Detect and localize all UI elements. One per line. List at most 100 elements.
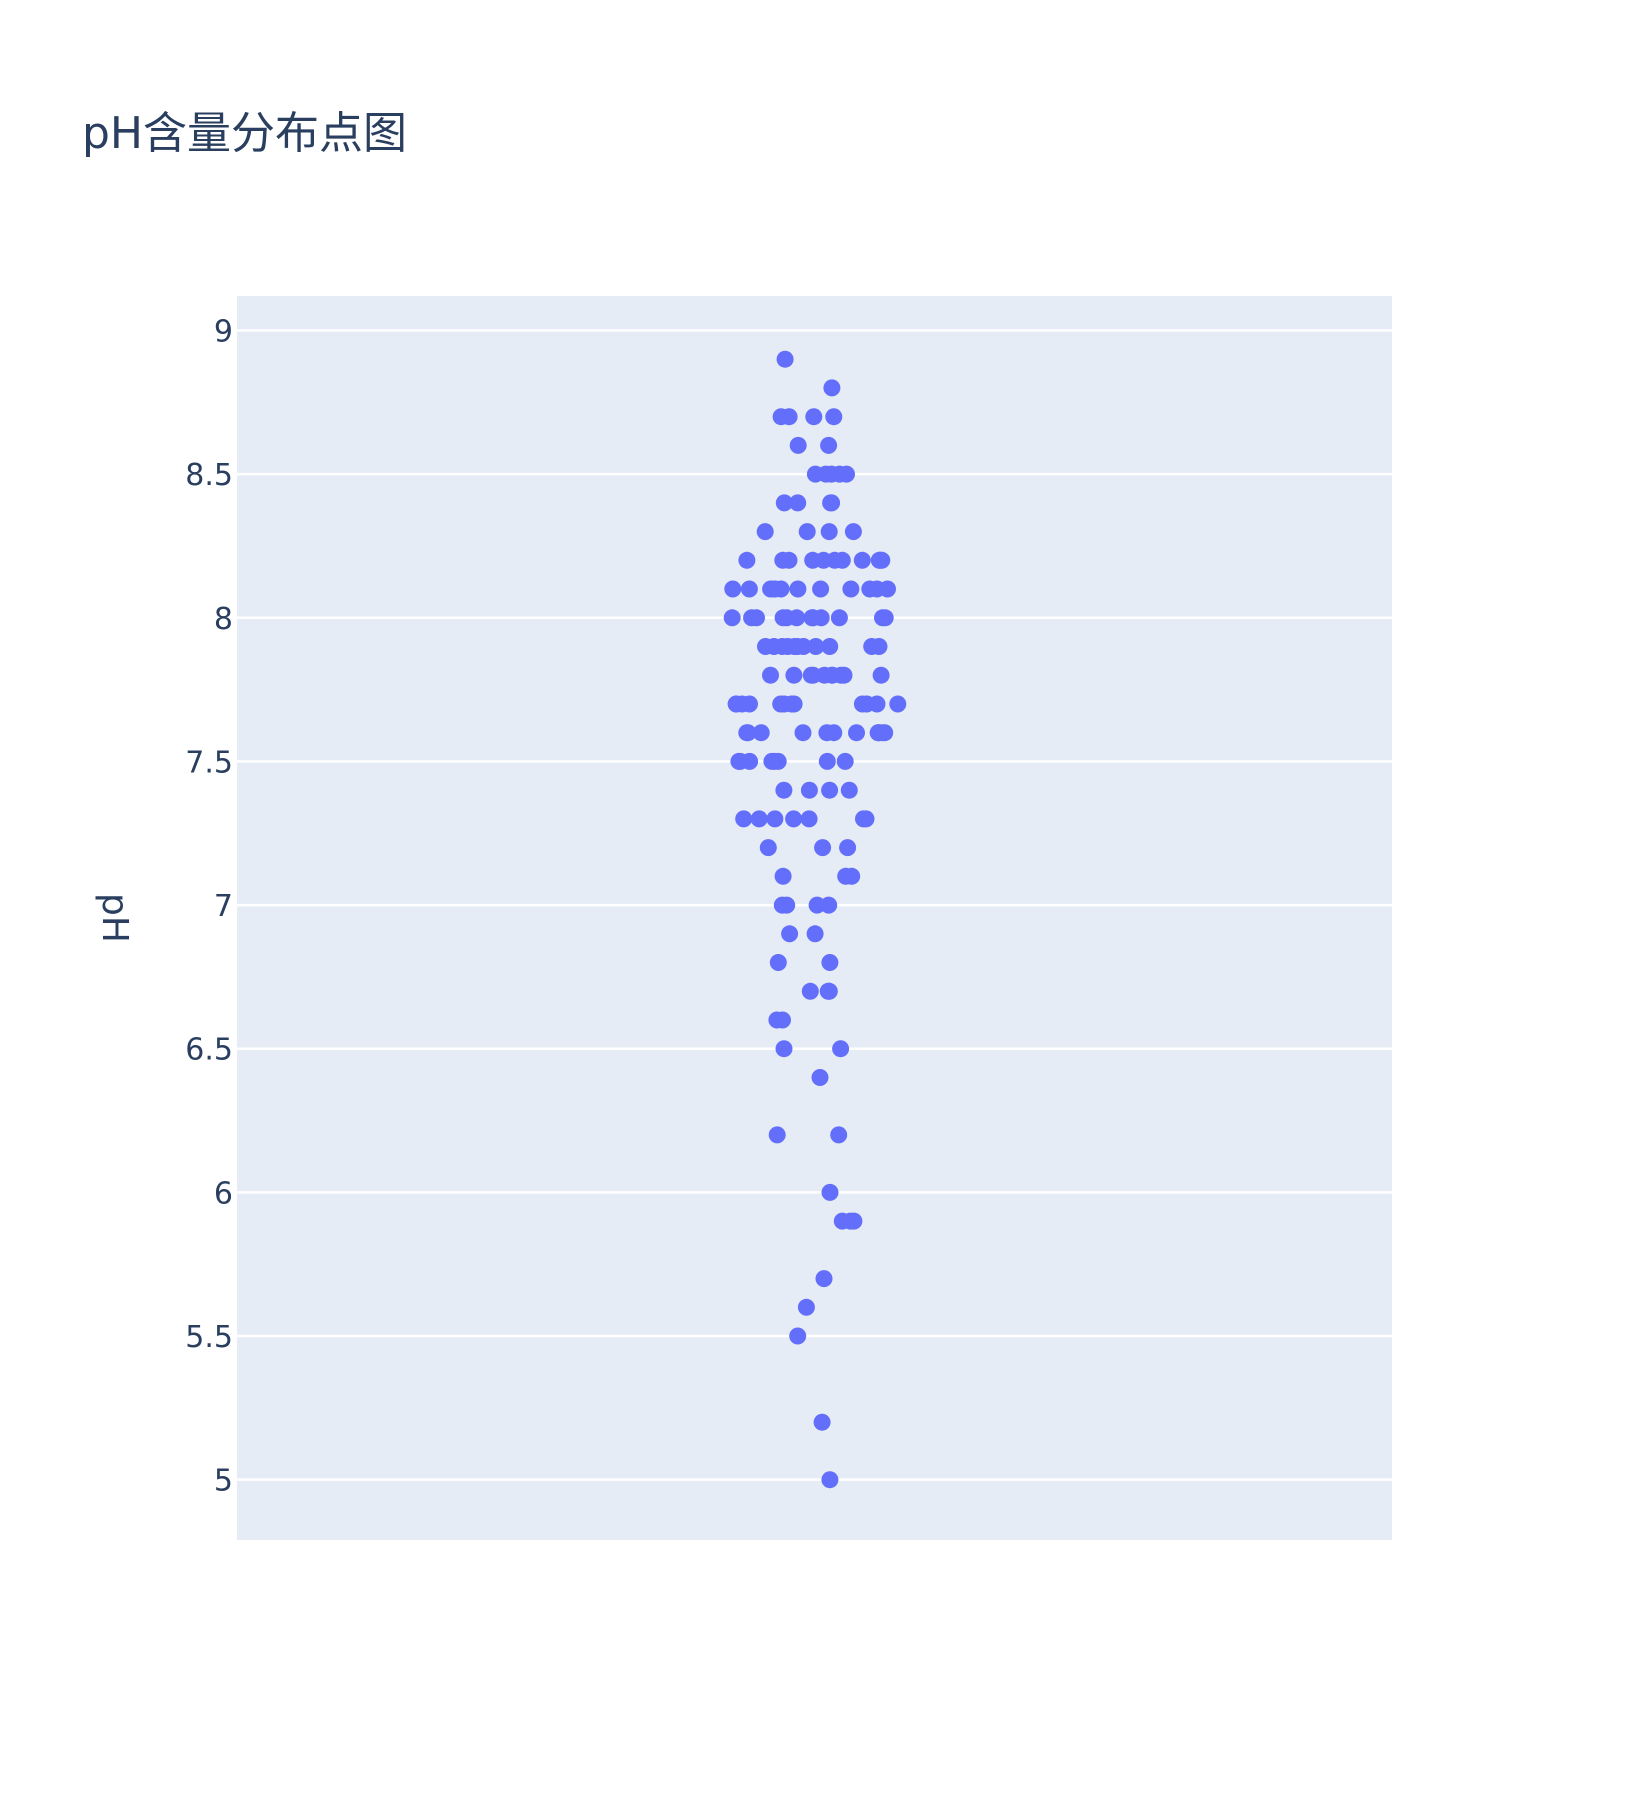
data-point bbox=[785, 810, 803, 828]
data-point bbox=[821, 638, 839, 655]
data-point bbox=[775, 1040, 793, 1058]
data-point bbox=[822, 494, 840, 512]
data-point bbox=[785, 695, 803, 713]
data-point bbox=[768, 1126, 786, 1144]
data-point bbox=[798, 523, 816, 541]
data-point bbox=[730, 752, 748, 770]
data-point bbox=[811, 1069, 829, 1086]
data-point bbox=[821, 1471, 839, 1489]
data-point bbox=[870, 551, 888, 569]
data-point bbox=[857, 810, 875, 828]
data-point bbox=[815, 1270, 833, 1288]
data-point bbox=[774, 609, 792, 627]
data-point bbox=[776, 350, 794, 368]
data-point bbox=[800, 810, 818, 828]
data-point bbox=[820, 896, 838, 914]
data-point bbox=[872, 666, 890, 684]
y-axis-title: pH bbox=[94, 893, 135, 943]
data-point bbox=[832, 1040, 850, 1058]
y-tick-label: 8 bbox=[214, 602, 233, 637]
data-point bbox=[727, 695, 745, 713]
data-point bbox=[848, 724, 865, 742]
data-point bbox=[789, 436, 807, 454]
data-point bbox=[839, 839, 857, 857]
data-point bbox=[818, 724, 836, 742]
data-point bbox=[800, 781, 818, 799]
data-point bbox=[806, 925, 824, 943]
data-point bbox=[763, 752, 781, 770]
data-point bbox=[757, 638, 774, 655]
data-point bbox=[789, 1327, 807, 1345]
y-tick-label: 8.5 bbox=[185, 458, 233, 493]
data-point bbox=[818, 752, 836, 770]
data-point bbox=[766, 810, 784, 828]
data-point bbox=[797, 1298, 815, 1316]
data-point bbox=[762, 666, 779, 684]
data-point bbox=[738, 724, 756, 742]
data-point bbox=[756, 523, 774, 541]
data-point bbox=[817, 465, 835, 483]
data-point bbox=[794, 638, 812, 655]
data-point bbox=[774, 1011, 791, 1029]
data-point bbox=[805, 408, 823, 426]
data-point bbox=[801, 982, 819, 1000]
data-point bbox=[773, 638, 791, 655]
plot-area bbox=[237, 296, 1392, 1540]
data-point bbox=[740, 580, 758, 598]
y-tick-label: 6 bbox=[214, 1176, 233, 1211]
data-point bbox=[735, 810, 753, 828]
data-point bbox=[821, 954, 839, 971]
y-tick-label: 5 bbox=[214, 1464, 233, 1499]
data-point bbox=[842, 580, 860, 598]
data-point bbox=[789, 580, 807, 598]
y-tick-label: 7.5 bbox=[185, 745, 233, 780]
data-point bbox=[789, 494, 807, 512]
data-point bbox=[769, 954, 787, 971]
data-point bbox=[873, 724, 891, 742]
data-point bbox=[802, 666, 820, 684]
data-point bbox=[835, 666, 853, 684]
data-point bbox=[814, 839, 832, 857]
data-point bbox=[853, 551, 871, 569]
data-point bbox=[820, 523, 838, 541]
y-tick-label: 6.5 bbox=[185, 1033, 233, 1068]
data-point bbox=[775, 494, 793, 512]
data-point bbox=[781, 925, 799, 943]
data-point bbox=[772, 408, 790, 426]
data-point bbox=[842, 1212, 859, 1230]
data-point bbox=[821, 781, 839, 799]
data-point bbox=[774, 867, 792, 885]
data-point bbox=[840, 781, 858, 799]
data-points bbox=[723, 350, 907, 1489]
data-point bbox=[812, 580, 830, 598]
data-point bbox=[723, 609, 741, 627]
chart-title: pH含量分布点图 bbox=[82, 108, 407, 159]
data-point bbox=[836, 752, 854, 770]
data-point bbox=[820, 982, 838, 1000]
data-point bbox=[741, 695, 758, 713]
data-point bbox=[813, 1413, 831, 1431]
y-tick-label: 7 bbox=[214, 889, 233, 924]
y-axis-ticks: 5 5.5 6 6.5 7 7.5 8 8.5 9 bbox=[185, 314, 233, 1498]
y-tick-label: 5.5 bbox=[185, 1320, 233, 1355]
data-point bbox=[876, 609, 894, 627]
data-point bbox=[825, 408, 843, 426]
data-point bbox=[838, 465, 855, 483]
data-point bbox=[759, 839, 777, 857]
data-point bbox=[815, 551, 832, 569]
data-point bbox=[830, 609, 848, 627]
data-point bbox=[738, 551, 756, 569]
data-point bbox=[807, 638, 825, 655]
data-point bbox=[821, 1183, 839, 1201]
data-point bbox=[724, 580, 742, 598]
data-point bbox=[774, 551, 792, 569]
data-point bbox=[889, 695, 907, 713]
data-point bbox=[820, 436, 838, 454]
data-point bbox=[773, 896, 791, 914]
data-point bbox=[823, 379, 841, 397]
data-point bbox=[804, 609, 822, 627]
data-point bbox=[750, 810, 768, 828]
data-point bbox=[843, 867, 861, 885]
data-point bbox=[868, 580, 886, 598]
